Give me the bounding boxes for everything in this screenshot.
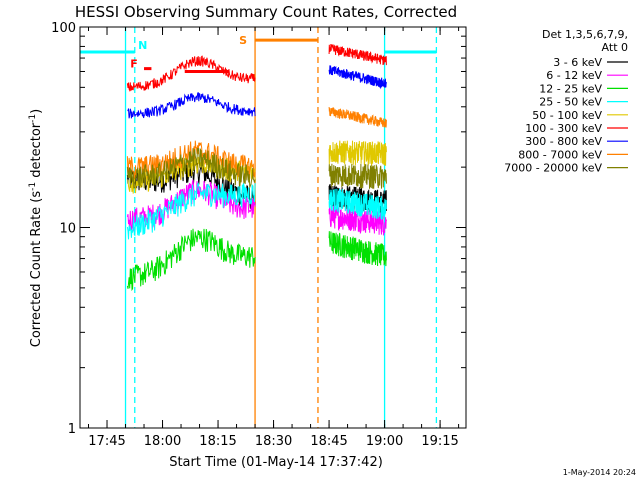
plot-area: FN S	[80, 27, 438, 428]
legend-header-line1: Det 1,3,5,6,7,9,	[542, 28, 628, 41]
x-tick-label: 19:00	[366, 434, 403, 449]
y-axis-label-sup2: -1	[28, 114, 38, 123]
series-2	[126, 228, 387, 292]
series-line-segment	[328, 106, 387, 128]
legend-entry-label: 100 - 300 keV	[525, 122, 602, 135]
series-line-segment	[126, 55, 256, 93]
series-3	[126, 182, 387, 240]
series-line-segment	[328, 65, 387, 90]
flag-label: S	[239, 34, 247, 47]
flag-label: F	[130, 58, 138, 71]
series-6	[127, 65, 387, 119]
y-tick-label: 1	[68, 422, 76, 437]
timestamp: 1-May-2014 20:24	[563, 468, 636, 477]
y-axis-label: Corrected Count Rate (s-1 detector-1)	[28, 109, 44, 347]
x-axis: 17:45 18:00 18:15 18:30 18:45 19:00 19:15	[88, 27, 460, 449]
legend-entry-label: 25 - 50 keV	[539, 96, 602, 109]
legend-entry-label: 300 - 800 keV	[525, 135, 602, 148]
series-line-segment	[126, 182, 256, 240]
legend-entry-label: 50 - 100 keV	[532, 109, 602, 122]
series-line-segment	[126, 228, 256, 292]
x-tick-label: 19:15	[421, 434, 458, 449]
x-tick-label: 17:45	[88, 434, 125, 449]
series-8	[126, 147, 387, 190]
legend-entry-label: 12 - 25 keV	[539, 82, 602, 95]
legend-entry-label: 7000 - 20000 keV	[504, 162, 602, 175]
series-5	[126, 43, 387, 93]
legend-entry-label: 6 - 12 keV	[546, 69, 602, 82]
chart-title: HESSI Observing Summary Count Rates, Cor…	[75, 3, 457, 21]
x-tick-label: 18:30	[255, 434, 292, 449]
legend-entry-label: 800 - 7000 keV	[518, 148, 602, 161]
y-axis: 1 10 100	[51, 21, 466, 437]
series-line-segment	[127, 152, 256, 194]
legend-header-line2: Att 0	[602, 41, 628, 54]
y-axis-label-sup1: -1	[28, 182, 38, 191]
series-line-segment	[328, 188, 387, 220]
y-axis-label-part3: )	[29, 109, 44, 114]
x-tick-label: 18:00	[144, 434, 181, 449]
series-line-segment	[127, 92, 256, 119]
legend-entry-label: 3 - 6 keV	[553, 56, 602, 69]
x-tick-label: 18:45	[310, 434, 347, 449]
series-line-segment	[328, 231, 387, 267]
y-tick-label: 100	[51, 21, 76, 36]
flag-label: N	[138, 39, 147, 52]
series-4	[127, 140, 387, 194]
x-tick-label: 18:15	[199, 434, 236, 449]
y-tick-label: 10	[59, 222, 76, 237]
series-line-segment	[126, 147, 256, 189]
series-line-segment	[328, 43, 387, 66]
y-axis-label-part2: detector	[29, 122, 44, 182]
x-axis-label: Start Time (01-May-14 17:37:42)	[169, 455, 383, 470]
series-line-segment	[328, 163, 387, 190]
series-line-segment	[328, 140, 387, 166]
y-axis-label-part1: Corrected Count Rate (s	[29, 191, 44, 348]
